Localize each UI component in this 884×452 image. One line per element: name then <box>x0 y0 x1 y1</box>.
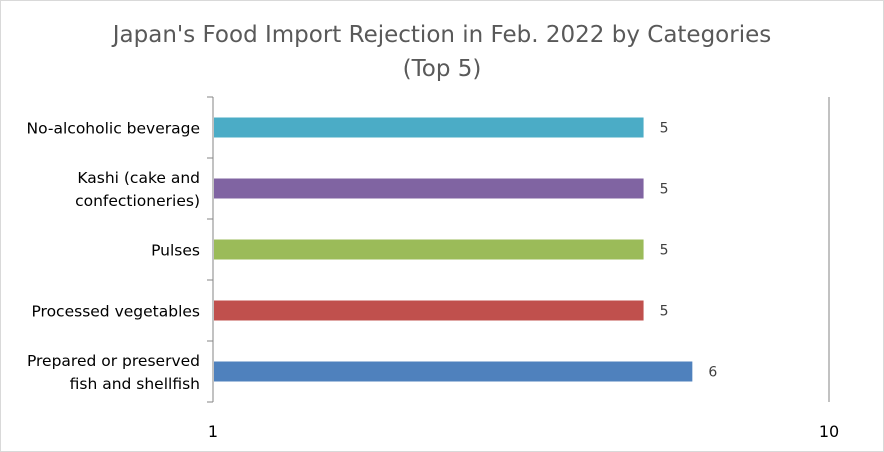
category-label: Pulses <box>151 242 200 260</box>
category-label: No-alcoholic beverage <box>27 120 200 138</box>
category-label: confectioneries) <box>75 192 200 210</box>
data-label: 5 <box>660 243 669 259</box>
chart-title: Japan's Food Import Rejection in Feb. 20… <box>0 18 884 86</box>
bar <box>214 300 644 321</box>
category-label: Kashi (cake and <box>77 169 200 187</box>
category-label: fish and shellfish <box>70 375 200 393</box>
bar <box>214 178 644 199</box>
data-label: 6 <box>708 365 717 381</box>
chart-title-line: Japan's Food Import Rejection in Feb. 20… <box>112 22 772 48</box>
data-label: 5 <box>660 121 669 137</box>
chart-subtitle: (Top 5) <box>402 56 482 82</box>
bar <box>214 117 644 138</box>
bar <box>214 361 693 382</box>
data-label: 5 <box>660 304 669 320</box>
category-label: Prepared or preserved <box>27 352 200 370</box>
bar <box>214 239 644 260</box>
category-label: Processed vegetables <box>31 303 200 321</box>
x-tick-label: 10 <box>819 422 839 441</box>
x-tick-label: 1 <box>208 422 218 441</box>
data-label: 5 <box>660 182 669 198</box>
